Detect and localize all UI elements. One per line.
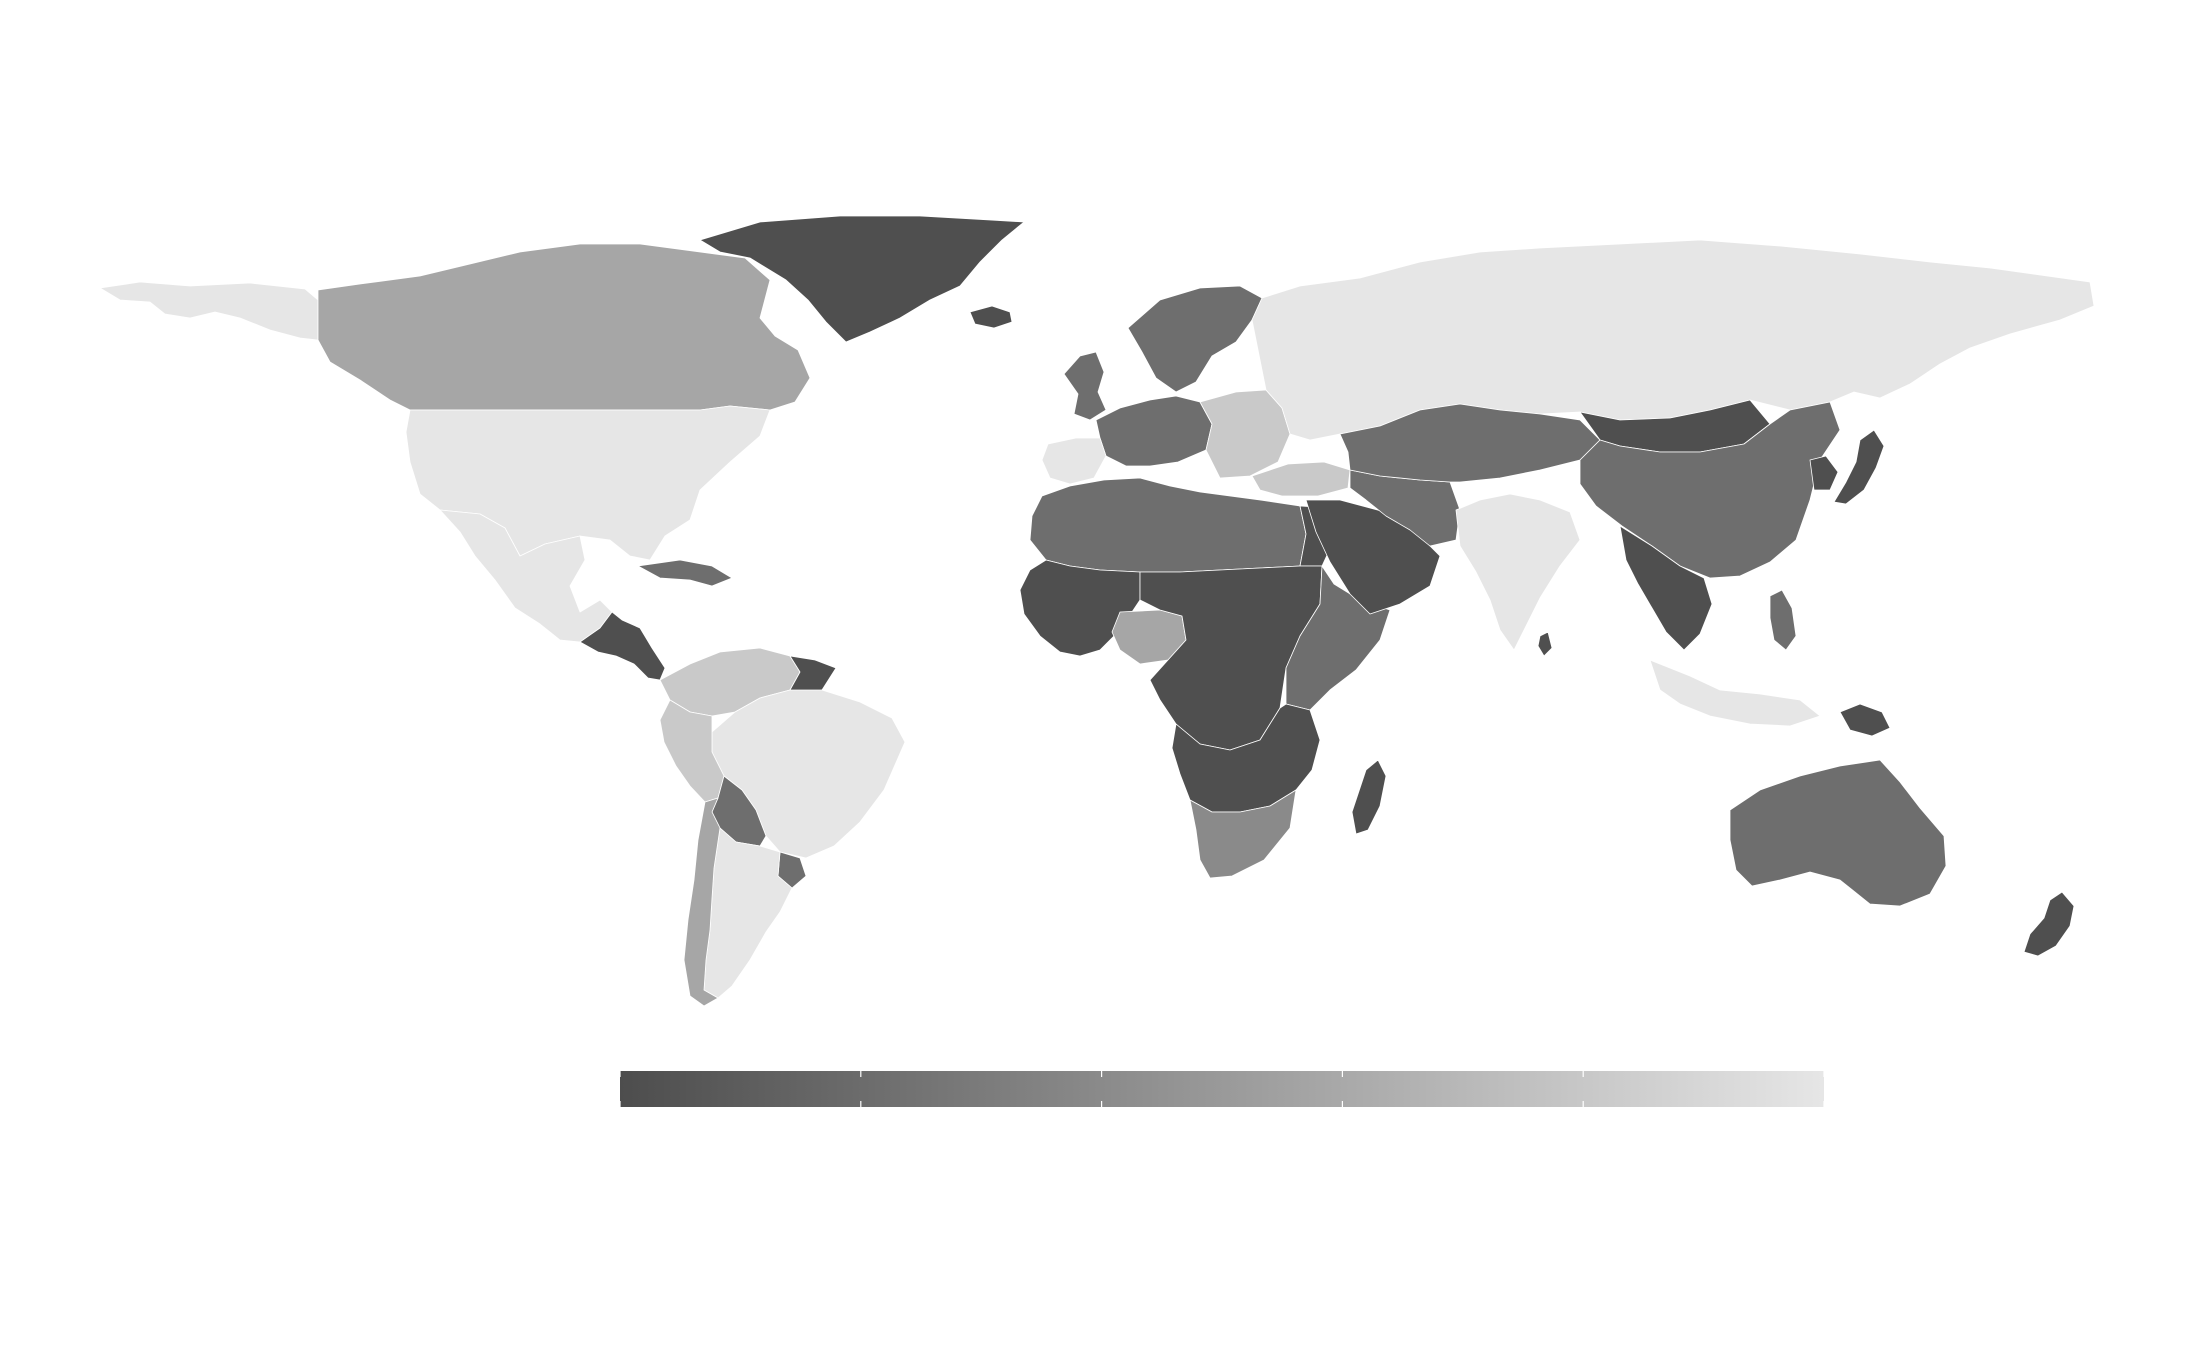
region-southeast-asia <box>1619 525 1713 651</box>
region-eastern-europe <box>1199 389 1291 479</box>
region-philippines <box>1769 589 1797 651</box>
color-scale-ticks <box>619 1071 1825 1107</box>
region-alaska <box>99 281 319 341</box>
region-sri-lanka <box>1537 631 1553 657</box>
region-caribbean <box>637 559 733 587</box>
region-central-asia <box>1339 403 1601 483</box>
region-north-africa <box>1029 477 1307 573</box>
region-madagascar <box>1351 759 1387 835</box>
region-southern-africa <box>1171 703 1321 813</box>
region-chile <box>683 797 721 1007</box>
region-korea <box>1809 455 1839 491</box>
region-indonesia <box>1649 659 1821 727</box>
color-scale-legend <box>619 1071 1825 1107</box>
region-australia <box>1729 759 1947 907</box>
region-iceland <box>969 305 1013 329</box>
region-scandinavia <box>1127 285 1263 393</box>
region-iberia <box>1041 437 1107 485</box>
region-greenland <box>699 215 1025 343</box>
region-usa <box>405 405 771 561</box>
region-papua-new-guinea <box>1839 703 1891 737</box>
region-western-europe <box>1095 395 1213 467</box>
region-united-kingdom <box>1063 351 1107 421</box>
region-west-africa <box>1019 559 1141 657</box>
region-turkey <box>1251 461 1351 497</box>
color-scale-bar <box>620 1071 1824 1107</box>
region-russia <box>1251 239 2095 441</box>
region-japan <box>1833 429 1885 505</box>
region-india <box>1455 493 1581 651</box>
region-new-zealand <box>2023 891 2075 957</box>
region-arabia <box>1305 499 1441 615</box>
region-mexico <box>439 509 613 643</box>
region-central-america <box>579 611 666 681</box>
region-south-africa <box>1189 789 1297 879</box>
region-canada <box>317 243 811 411</box>
region-argentina <box>703 827 793 999</box>
